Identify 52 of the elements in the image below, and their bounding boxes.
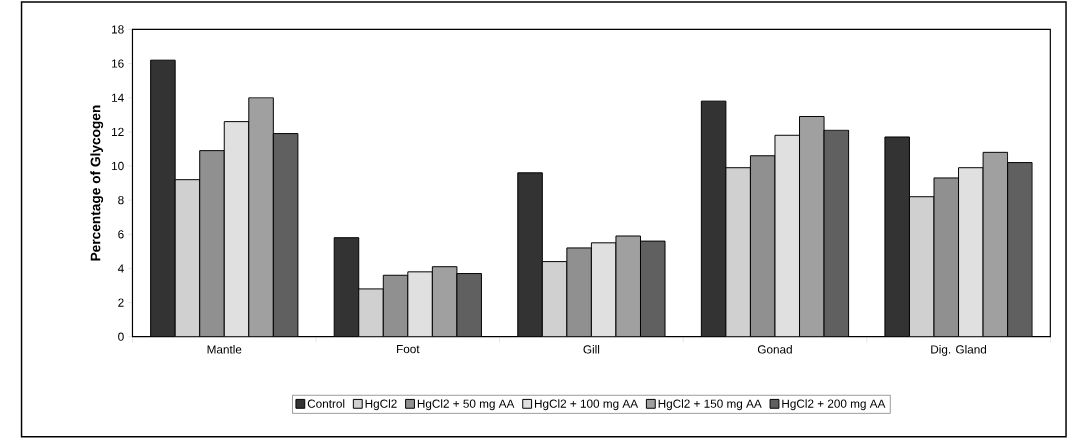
legend-label: Control — [307, 399, 345, 408]
bar — [199, 150, 225, 337]
bar — [407, 271, 433, 337]
bar — [725, 167, 751, 337]
bar — [383, 275, 408, 337]
y-tick-label: 10 — [112, 161, 124, 171]
y-axis-title: Percentage of Glycogen — [90, 105, 104, 261]
bar — [541, 261, 568, 337]
bar — [517, 172, 543, 337]
bar — [908, 196, 935, 337]
bar — [432, 266, 457, 337]
y-tick-label: 2 — [118, 298, 124, 307]
bar — [982, 151, 1009, 337]
legend-label: HgCl2 + 150 mg AA — [658, 399, 762, 411]
legend-label: HgCl2 — [365, 399, 397, 411]
bar — [933, 177, 960, 337]
x-tick-label: Foot — [397, 345, 420, 354]
bar — [334, 237, 359, 337]
y-tick-label: 14 — [112, 93, 124, 102]
y-tick-label: 8 — [118, 196, 124, 205]
y-tick-label: 4 — [117, 264, 124, 273]
bar — [700, 100, 727, 337]
bar — [272, 133, 299, 337]
bar — [1007, 162, 1033, 337]
bar — [615, 235, 641, 337]
x-tick-label: Gonad — [757, 345, 792, 354]
x-tick-label: Gill — [583, 345, 600, 354]
bar — [799, 116, 825, 337]
y-tick-label: 0 — [118, 332, 124, 341]
x-tick-label: Dig. Gland — [931, 345, 987, 357]
bar — [566, 247, 592, 337]
bar — [884, 136, 910, 337]
bar — [248, 97, 274, 337]
bar — [590, 242, 617, 337]
y-tick-label: 6 — [118, 230, 124, 239]
bar — [174, 179, 201, 337]
bar — [749, 155, 776, 337]
bar — [640, 240, 666, 337]
bar — [823, 129, 850, 337]
bar — [358, 289, 384, 337]
bar — [456, 273, 482, 337]
bar — [223, 121, 250, 337]
y-tick-label: 12 — [112, 127, 124, 137]
legend-label: HgCl2 + 50 mg AA — [417, 399, 515, 411]
y-tick-label: 18 — [112, 25, 124, 34]
legend-label: HgCl2 + 200 mg AA — [782, 399, 886, 411]
bar — [150, 59, 176, 337]
bar — [958, 167, 984, 337]
bar — [774, 134, 801, 337]
y-tick-label: 16 — [112, 59, 124, 68]
x-tick-label: Mantle — [207, 345, 242, 354]
legend-label: HgCl2 + 100 mg AA — [534, 399, 639, 411]
